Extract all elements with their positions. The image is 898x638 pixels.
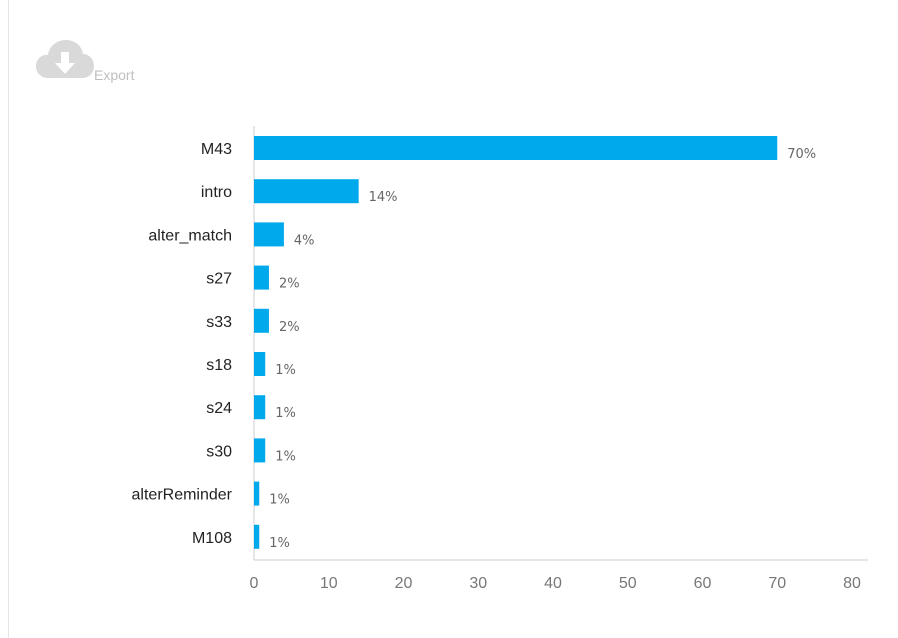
data-label: 70% [787,147,816,162]
category-label: alter_match [148,227,232,244]
export-button[interactable]: Export [36,38,166,86]
data-label: 4% [294,233,315,248]
data-label: 14% [369,190,398,205]
category-label: s30 [206,443,232,460]
category-label: M108 [192,530,232,547]
bar-s27 [254,265,269,290]
category-label: s18 [206,357,232,374]
category-labels-group: M43 intro alter_match s27 s33 s18 s24 s30 alterR… [132,141,233,547]
x-tick-labels-group: 0 10 20 30 40 50 60 70 80 [250,575,861,592]
bar-intro [254,179,359,204]
cloud-download-icon [36,40,94,78]
bar-alter_match [254,222,284,247]
x-tick-label: 60 [694,575,712,592]
x-tick-label: 0 [250,575,259,592]
bar-M43 [254,136,778,160]
x-tick-label: 20 [395,575,413,592]
x-tick-label: 40 [544,575,562,592]
category-label: s27 [206,271,232,288]
category-label: M43 [201,141,232,158]
category-label: s33 [206,314,232,331]
data-label: 2% [279,320,300,335]
category-label: s24 [206,400,232,417]
bar-s18 [254,352,266,376]
data-label: 2% [279,277,300,292]
x-tick-label: 50 [619,575,637,592]
category-label: intro [201,184,232,201]
export-label: Export [94,67,135,83]
bar-alterReminder [254,481,260,506]
data-label: 1% [269,493,290,508]
x-tick-label: 10 [320,575,338,592]
value-labels-group: 70% 14% 4% 2% 2% 1% 1% 1% 1% 1% [269,147,816,551]
chart-frame [8,0,898,638]
bar-s30 [254,438,266,463]
bar-s24 [254,395,266,420]
data-label: 1% [275,406,296,421]
data-label: 1% [275,363,296,378]
bar-s33 [254,308,269,333]
bars-group [254,136,778,549]
category-label: alterReminder [132,487,233,504]
x-tick-label: 70 [768,575,786,592]
x-tick-label: 80 [843,575,861,592]
data-label: 1% [269,536,290,551]
bar-M108 [254,524,260,549]
data-label: 1% [275,449,296,464]
x-tick-label: 30 [469,575,487,592]
